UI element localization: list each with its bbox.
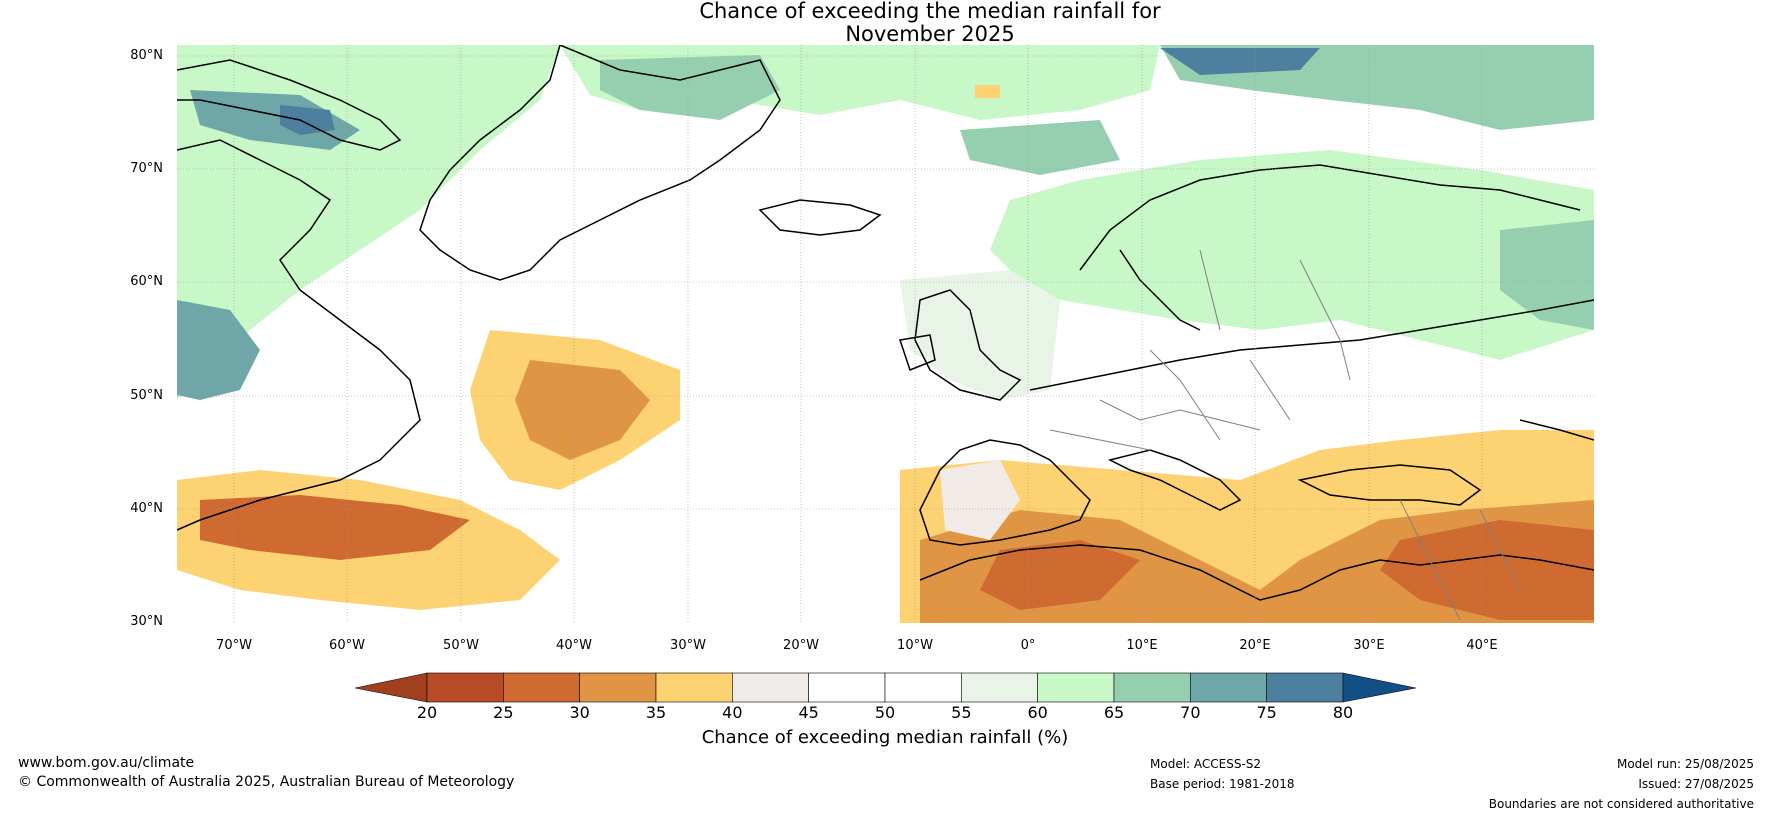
lon-label-40e: 40°E (1466, 638, 1498, 653)
wet-region-baffin (190, 90, 360, 150)
lat-label-30n: 30°N (130, 614, 163, 629)
graticule (177, 45, 1594, 623)
colorbar-swatch (655, 672, 733, 703)
lat-label-50n: 50°N (130, 388, 163, 403)
colorbar-swatch (503, 672, 580, 703)
colorbar-swatch (1113, 672, 1191, 703)
dry-region-atlantic-central-core (515, 360, 650, 460)
lon-label-20e: 20°E (1239, 638, 1271, 653)
wet-region-scandinavia (990, 150, 1594, 360)
dry-region-arctic-spot (975, 85, 1000, 98)
dry-region-north-africa-core (980, 520, 1594, 620)
colorbar-swatch (884, 672, 962, 703)
lon-label-60w: 60°W (329, 638, 365, 653)
colorbar-extend-low (354, 672, 428, 703)
wet-region-labrador (177, 300, 260, 400)
lon-label-10e: 10°E (1126, 638, 1158, 653)
map-subtitle: November 2025 (845, 22, 1015, 46)
wet-region-britain (900, 270, 1060, 400)
lon-label-0: 0° (1020, 638, 1036, 653)
lon-label-70w: 70°W (216, 638, 252, 653)
country-borders (1049, 249, 1521, 621)
colorbar-swatches (426, 672, 1344, 703)
colorbar-tick-label: 20 (416, 703, 438, 722)
lon-label-50w: 50°W (443, 638, 479, 653)
colorbar-swatch (426, 672, 504, 703)
coastlines (177, 45, 1594, 601)
lon-label-30w: 30°W (670, 638, 706, 653)
colorbar-swatch (732, 672, 809, 703)
model-text: Model: ACCESS-S2 (1150, 757, 1262, 771)
colorbar-tick-label: 25 (493, 703, 514, 722)
colorbar-tick-label: 60 (1027, 703, 1048, 722)
lon-label-40w: 40°W (556, 638, 592, 653)
colorbar-tick-label: 45 (798, 703, 819, 722)
model-run-text: Model run: 25/08/2025 (1616, 757, 1754, 771)
lat-label-80n: 80°N (130, 48, 163, 63)
colorbar-tick-label: 80 (1332, 703, 1354, 722)
lon-label-20w: 20°W (783, 638, 819, 653)
lon-label-10w: 10°W (897, 638, 933, 653)
colorbar-tick-label: 50 (874, 703, 896, 722)
colorbar-tick-label: 30 (569, 703, 590, 722)
wet-region-baffin-core (280, 105, 335, 135)
colorbar-tick-label: 65 (1103, 703, 1125, 722)
wet-region-russia-east (1500, 220, 1594, 330)
colorbar-swatch (1266, 672, 1344, 703)
colorbar-swatch (808, 672, 886, 703)
lat-label-70n: 70°N (130, 161, 163, 176)
colorbar-extend-high (1342, 672, 1417, 703)
dry-region-us-east-core (200, 495, 470, 560)
colorbar-swatch (1037, 672, 1115, 703)
colorbar-tick-label: 70 (1180, 703, 1201, 722)
colorbar-tick-label: 40 (722, 703, 743, 722)
colorbar-tick-label: 55 (951, 703, 972, 722)
copyright-text: © Commonwealth of Australia 2025, Austra… (18, 774, 515, 790)
colorbar (354, 672, 1417, 703)
map-area (177, 45, 1594, 623)
lat-label-40n: 40°N (130, 501, 163, 516)
neutral-region-iberia (940, 460, 1020, 540)
colorbar-label: Chance of exceeding median rainfall (%) (701, 727, 1069, 748)
wet-region-barents (1160, 48, 1320, 75)
issued-text: Issued: 27/08/2025 (1638, 777, 1754, 791)
wet-region-north-sea (600, 55, 780, 120)
colorbar-swatch (961, 672, 1038, 703)
website-link[interactable]: www.bom.gov.au/climate (18, 755, 195, 771)
disclaimer-text: Boundaries are not considered authoritat… (1488, 797, 1754, 811)
wet-region-norway-sea (960, 120, 1120, 175)
lat-label-60n: 60°N (130, 274, 163, 289)
lon-label-30e: 30°E (1353, 638, 1385, 653)
colorbar-tick-label: 75 (1256, 703, 1277, 722)
colorbar-tick-label: 35 (645, 703, 667, 722)
map-title: Chance of exceeding the median rainfall … (699, 0, 1161, 23)
colorbar-swatch (1190, 672, 1267, 703)
base-period-text: Base period: 1981-2018 (1150, 777, 1295, 791)
colorbar-swatch (579, 672, 657, 703)
